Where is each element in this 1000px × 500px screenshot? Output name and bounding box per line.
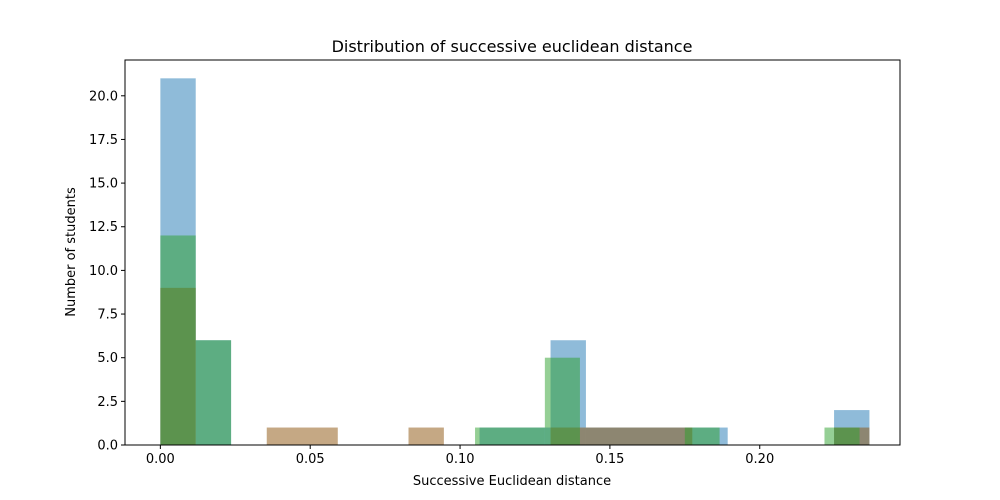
- y-tick-label: 12.5: [89, 220, 118, 235]
- x-tick-label: 0.05: [296, 452, 325, 467]
- x-tick-label: 0.10: [446, 452, 475, 467]
- y-tick-label: 17.5: [89, 133, 118, 148]
- y-tick-label: 15.0: [89, 177, 118, 192]
- bar-series-2-3: [544, 357, 580, 445]
- y-tick-label: 20.0: [89, 89, 118, 104]
- bar-series-2-5: [824, 427, 860, 445]
- bar-series-2-0: [160, 235, 196, 445]
- bar-series-2-1: [195, 340, 232, 445]
- y-tick-label: 10.0: [89, 264, 118, 279]
- x-tick-label: 0.00: [146, 452, 175, 467]
- bar-series-1-3: [550, 427, 693, 445]
- x-tick-label: 0.15: [595, 452, 624, 467]
- x-axis-label: Successive Euclidean distance: [413, 474, 611, 489]
- y-axis-ticks: 0.0 2.5 5.0 7.5 10.0 12.5 15.0 17.5 20.0: [89, 89, 125, 454]
- y-tick-label: 0.0: [97, 439, 118, 454]
- y-tick-label: 2.5: [97, 395, 118, 410]
- x-axis-ticks: 0.00 0.05 0.10 0.15 0.20: [146, 445, 774, 467]
- plot-frame: [124, 59, 901, 446]
- x-tick-label: 0.20: [745, 452, 774, 467]
- chart-title: Distribution of successive euclidean dis…: [332, 37, 693, 56]
- y-tick-label: 7.5: [97, 308, 118, 323]
- bars-layer: [160, 78, 870, 445]
- y-axis-label: Number of students: [64, 187, 79, 317]
- bar-series-2-2: [475, 427, 545, 445]
- bar-series-2-4: [684, 427, 720, 445]
- bar-series-1-2: [408, 427, 444, 445]
- bar-series-1-1: [266, 427, 338, 445]
- y-tick-label: 5.0: [97, 351, 118, 366]
